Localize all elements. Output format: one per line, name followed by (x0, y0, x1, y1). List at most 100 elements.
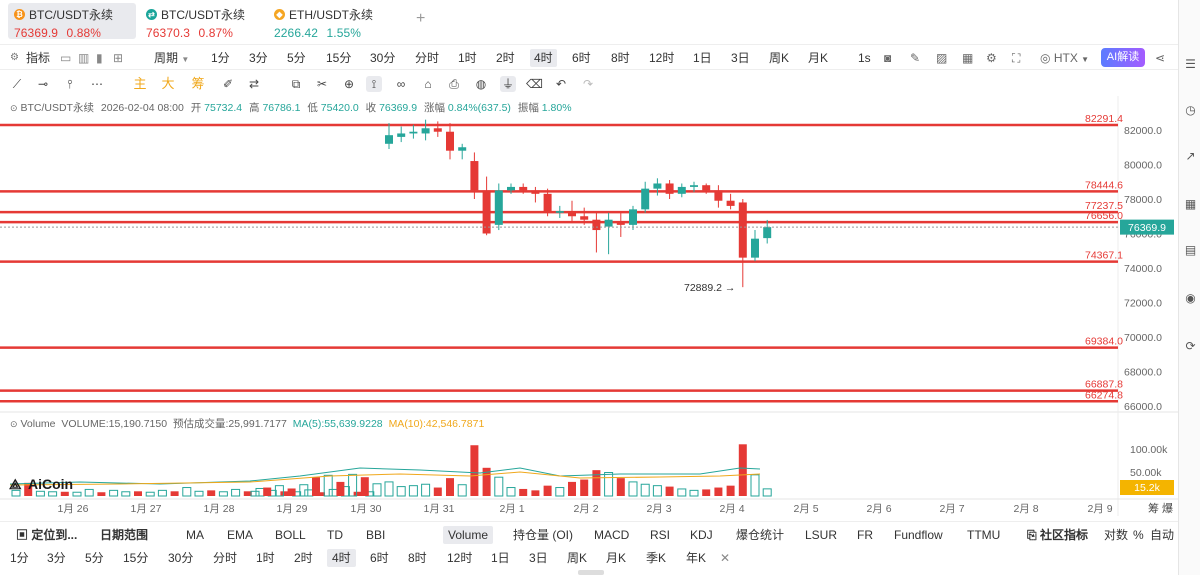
close-icon[interactable]: ✕ (720, 551, 731, 565)
link-icon[interactable]: ∞ (396, 77, 406, 91)
zoom-icon[interactable]: ⊕ (343, 77, 355, 91)
grid-icon[interactable]: ▦ (962, 51, 974, 65)
indicator-volume[interactable]: Volume (443, 526, 494, 544)
interval-1m[interactable]: 1分 (211, 51, 230, 65)
quick-month[interactable]: 月K (606, 551, 627, 565)
pen-icon[interactable]: ✎ (910, 51, 921, 65)
clock-icon[interactable]: ◷ (1185, 103, 1196, 117)
indicator-macd[interactable]: MACD (594, 528, 630, 542)
interval-6h[interactable]: 6时 (572, 51, 591, 65)
interval-3m[interactable]: 3分 (249, 51, 268, 65)
date-range-button[interactable]: 日期范围 (100, 528, 149, 542)
chart-type-icon[interactable]: ▮ (96, 51, 103, 65)
indicator-ema[interactable]: EMA (227, 528, 254, 542)
quick-15m[interactable]: 15分 (123, 551, 149, 565)
indicator-fundflow[interactable]: Fundflow (894, 528, 943, 542)
quick-1m[interactable]: 1分 (10, 551, 29, 565)
eye-icon[interactable]: ◍ (475, 77, 487, 91)
chart-style-icon[interactable]: ▨ (936, 51, 948, 65)
interval-4h[interactable]: 4时 (530, 49, 557, 67)
main-chart-toggle[interactable]: 主 (133, 76, 147, 91)
exchange-selector[interactable]: ◎ HTX ▼ (1040, 49, 1089, 67)
auto-scale-button[interactable]: 自动 (1150, 528, 1175, 542)
quick-3d[interactable]: 3日 (529, 551, 548, 565)
trend-icon[interactable]: ↗ (1185, 149, 1196, 163)
goto-button[interactable]: ▣ 定位到... (16, 528, 78, 542)
indicator-td[interactable]: TD (327, 528, 343, 542)
note-icon[interactable]: ⎙ (449, 77, 459, 91)
interval-12h[interactable]: 12时 (649, 51, 675, 65)
interval-1s[interactable]: 1s (858, 51, 871, 65)
interval-month[interactable]: 月K (808, 51, 829, 65)
indicator-kdj[interactable]: KDJ (690, 528, 713, 542)
interval-1d[interactable]: 1日 (693, 51, 712, 65)
filter-icon[interactable]: ⏚ (500, 76, 516, 92)
interval-week[interactable]: 周K (769, 51, 790, 65)
indicator-button[interactable]: 指标 (26, 51, 51, 65)
fullscreen-icon[interactable]: ⛶ (1012, 51, 1021, 65)
indicator-fr[interactable]: FR (857, 528, 873, 542)
redo-icon[interactable]: ↷ (582, 77, 594, 91)
interval-3d[interactable]: 3日 (731, 51, 750, 65)
indicator-rsi[interactable]: RSI (650, 528, 671, 542)
interval-timeline[interactable]: 分时 (415, 51, 440, 65)
copy-icon[interactable]: ⧉ (291, 77, 301, 91)
delete-icon[interactable]: ⌫ (526, 77, 543, 91)
symbol-tab-eth[interactable]: ◆ ETH/USDT永续 2266.42 1.55% (268, 3, 388, 40)
quick-quarter[interactable]: 季K (646, 551, 667, 565)
compare-icon[interactable]: ⊞ (113, 51, 124, 65)
symbol-tab-btc-1[interactable]: ₿ BTC/USDT永续 76369.9 0.88% (8, 3, 136, 40)
calendar-icon[interactable]: ▦ (1184, 197, 1197, 211)
layout-icon[interactable]: ▥ (78, 51, 90, 65)
quick-6h[interactable]: 6时 (370, 551, 389, 565)
interval-30m[interactable]: 30分 (370, 51, 396, 65)
chart-area[interactable]: 82291.4 78444.6 77237.5 76656.0 74367.1 69384… (0, 96, 1178, 516)
camera-icon[interactable]: ◙ (884, 51, 892, 65)
edit-icon[interactable]: ✐ (222, 77, 234, 91)
quick-12h[interactable]: 12时 (447, 551, 473, 565)
percent-scale-button[interactable]: % (1133, 528, 1144, 542)
interval-1h[interactable]: 1时 (458, 51, 477, 65)
community-indicators[interactable]: ⎘ 社区指标 (1027, 528, 1088, 542)
volume-collapse-icon[interactable]: ⊙ (10, 419, 18, 429)
indicator-lsur[interactable]: LSUR (805, 528, 838, 542)
ai-analysis-button[interactable]: AI解读 (1101, 48, 1145, 67)
quick-5m[interactable]: 5分 (85, 551, 104, 565)
calculator-icon[interactable]: ▤ (1184, 243, 1197, 257)
magnet-icon[interactable]: ⟟ (366, 76, 382, 92)
interval-2h[interactable]: 2时 (496, 51, 515, 65)
indicator-boll[interactable]: BOLL (275, 528, 306, 542)
indicator-open-interest[interactable]: 持仓量 (OI) (513, 528, 573, 542)
quick-1h[interactable]: 1时 (256, 551, 275, 565)
lock-icon[interactable]: ⌂ (424, 77, 432, 91)
vertical-line-icon[interactable]: ⫯ (67, 77, 73, 91)
indicator-ma[interactable]: MA (186, 528, 204, 542)
interval-15m[interactable]: 15分 (326, 51, 352, 65)
dotted-line-icon[interactable]: ⋯ (91, 77, 103, 91)
settings-icon[interactable]: ⚙ (986, 51, 997, 65)
indicator-bbi[interactable]: BBI (366, 528, 386, 542)
template-icon[interactable]: ▭ (60, 51, 72, 65)
quick-3m[interactable]: 3分 (47, 551, 66, 565)
interval-5m[interactable]: 5分 (287, 51, 306, 65)
horizontal-line-icon[interactable]: ⊸ (37, 77, 49, 91)
quick-2h[interactable]: 2时 (294, 551, 313, 565)
line-tool-icon[interactable]: ⟋ (12, 77, 22, 91)
whale-toggle[interactable]: 大 (161, 76, 175, 91)
quick-timeline[interactable]: 分时 (213, 551, 238, 565)
indicator-settings-icon[interactable]: ⚙ (10, 52, 19, 63)
resize-handle[interactable] (578, 570, 604, 575)
quick-4h[interactable]: 4时 (327, 549, 356, 567)
interval-8h[interactable]: 8时 (611, 51, 630, 65)
indicator-ttmu[interactable]: TTMU (967, 528, 1001, 542)
period-dropdown[interactable]: 周期 ▼ (154, 49, 189, 67)
undo-icon[interactable]: ↶ (555, 77, 567, 91)
quick-30m[interactable]: 30分 (168, 551, 194, 565)
chips-toggle[interactable]: 筹 (191, 76, 205, 91)
list-icon[interactable]: ☰ (1185, 57, 1196, 71)
symbol-tab-btc-2[interactable]: ⇄ BTC/USDT永续 76370.3 0.87% (140, 3, 260, 40)
ruler-icon[interactable]: ✂ (316, 77, 328, 91)
gamepad-icon[interactable]: ◉ (1185, 291, 1196, 305)
quick-year[interactable]: 年K (686, 551, 707, 565)
